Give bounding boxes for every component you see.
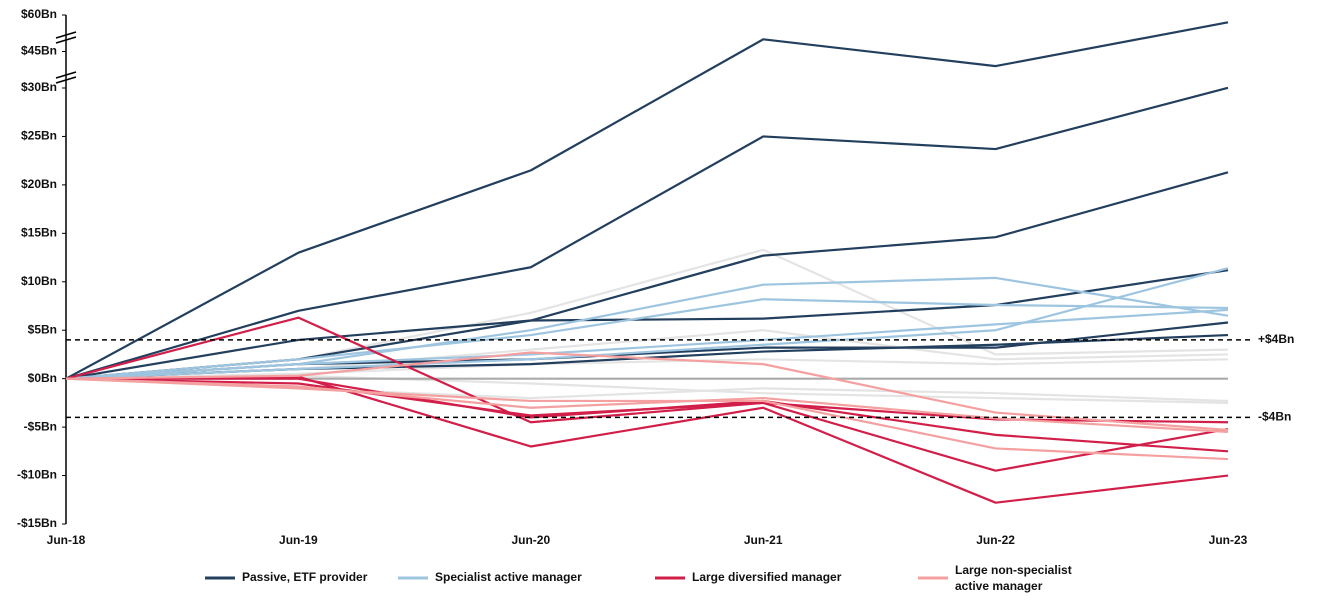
- y-tick-label: $25Bn: [21, 129, 57, 143]
- y-tick-label: -$15Bn: [17, 516, 57, 530]
- y-tick-label: $30Bn: [21, 80, 57, 94]
- series-line: [65, 308, 1229, 380]
- x-tick-label: Jun-21: [744, 533, 783, 547]
- y-tick-label: $0Bn: [28, 371, 57, 385]
- background-line: [65, 374, 1229, 404]
- y-tick-label: $20Bn: [21, 177, 57, 191]
- series-line: [66, 377, 1229, 453]
- legend-label: Large diversified manager: [692, 570, 842, 584]
- y-tick-label: -$5Bn: [24, 419, 57, 433]
- y-tick-label: $10Bn: [21, 274, 57, 288]
- x-tick-label: Jun-20: [511, 533, 550, 547]
- y-tick-label: $5Bn: [28, 322, 57, 336]
- series-line: [65, 316, 1229, 472]
- legend-line: Large non-specialist: [955, 563, 1072, 577]
- x-tick-label: Jun-22: [976, 533, 1015, 547]
- series-line: [65, 171, 1229, 380]
- series-line: [65, 267, 1229, 380]
- legend-line: active manager: [955, 579, 1043, 593]
- x-tick-label: Jun-18: [47, 533, 86, 547]
- y-tick-label: $45Bn: [21, 44, 57, 58]
- background-line: [65, 358, 1229, 380]
- legend-label: Large non-specialist active manager: [955, 563, 1072, 593]
- y-tick-label: -$10Bn: [17, 468, 57, 482]
- series-line: [65, 377, 1229, 434]
- series-line: [65, 86, 1229, 380]
- series-line: [65, 351, 1229, 432]
- series-line: [65, 377, 1229, 461]
- y-tick-label: $60Bn: [21, 7, 57, 21]
- reference-label: +$4Bn: [1258, 332, 1294, 346]
- legend-label: Specialist active manager: [435, 570, 582, 584]
- legend-label: Passive, ETF provider: [242, 570, 368, 584]
- x-tick-label: Jun-23: [1209, 533, 1248, 547]
- y-tick-label: $15Bn: [21, 226, 57, 240]
- series-line: [65, 21, 1229, 380]
- series-line: [65, 298, 1229, 380]
- x-tick-label: Jun-19: [279, 533, 318, 547]
- reference-label: -$4Bn: [1258, 410, 1291, 424]
